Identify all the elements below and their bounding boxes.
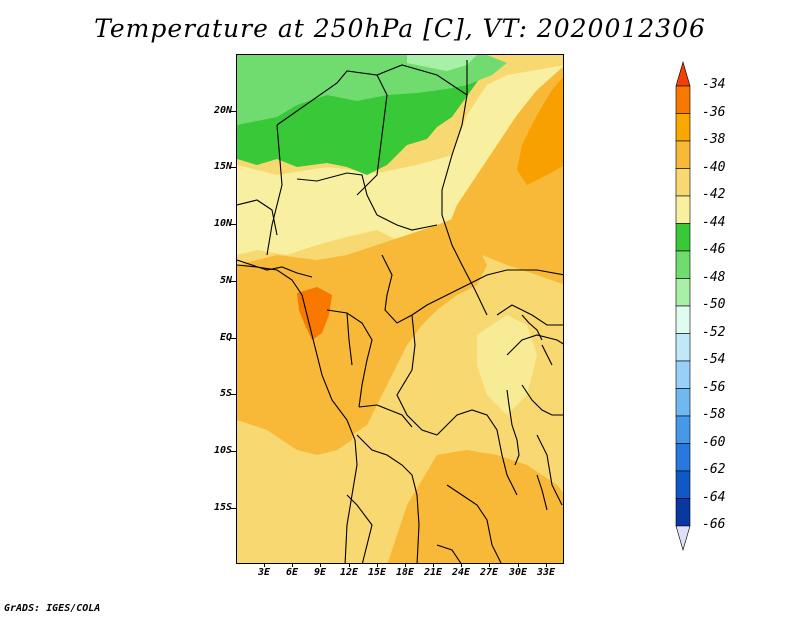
colorbar-label: -44 [702,214,726,230]
colorbar-label: -64 [702,489,726,505]
lon-tick [320,564,321,567]
lon-label-15e: 15E [367,567,387,578]
colorbar-segment [675,415,691,444]
lat-tick [230,281,236,282]
colorbar-label: -48 [702,269,726,285]
lat-label-15n: 15N [213,161,232,172]
lon-tick [264,564,265,567]
colorbar-segment [675,223,691,252]
colorbar-segment [675,470,691,499]
lat-label-10n: 10N [213,218,232,229]
lon-tick [377,564,378,567]
colorbar-arrow-bottom [675,525,691,552]
field-light-green [237,55,507,125]
lon-label-3e: 3E [257,567,271,578]
colorbar-segment [675,333,691,362]
colorbar [675,60,691,552]
colorbar-segment [675,388,691,417]
lat-tick [230,451,236,452]
colorbar-label: -46 [702,242,726,257]
colorbar-segment [675,498,691,527]
lon-label-18e: 18E [395,567,415,578]
lon-label-33e: 33E [536,567,556,578]
lon-tick [405,564,406,567]
colorbar-label: -60 [702,434,726,450]
lat-tick [230,338,236,339]
colorbar-label: -34 [702,77,726,92]
colorbar-segment [675,113,691,142]
colorbar-label: -38 [702,132,726,147]
country-borders [237,60,563,563]
lon-tick [433,564,434,567]
colorbar-label: -40 [702,159,726,175]
colorbar-segment [675,168,691,197]
lat-tick [230,167,236,168]
lon-tick [349,564,350,567]
field-orange-central [237,215,487,435]
temperature-map [236,54,564,564]
grads-credit: GrADS: IGES/COLA [4,603,101,614]
colorbar-label: -54 [702,352,726,367]
field-pale-green [407,55,477,71]
lon-label-6e: 6E [285,567,299,578]
lon-label-21e: 21E [423,567,443,578]
colorbar-label: -66 [702,517,726,532]
colorbar-label: -36 [702,104,726,120]
colorbar-label: -52 [702,324,726,340]
lon-label-9e: 9E [313,567,327,578]
lat-tick [230,111,236,112]
field-orange-southeast [387,450,563,563]
colorbar-segment [675,278,691,307]
lon-label-12e: 12E [339,567,359,578]
field-dark-orange-northeast [517,77,563,185]
lat-label-10s: 10S [213,445,232,456]
lon-tick [489,564,490,567]
colorbar-label: -56 [702,379,726,395]
colorbar-segment [675,85,691,114]
lon-label-30e: 30E [508,567,528,578]
colorbar-segment [675,140,691,169]
lon-tick [461,564,462,567]
lat-label-15s: 15S [213,502,232,513]
field-red-orange [297,287,332,340]
colorbar-label: -62 [702,462,726,477]
lat-label-eq: EQ [219,332,232,343]
colorbar-segment [675,250,691,279]
colorbar-label: -50 [702,297,726,312]
lon-label-27e: 27E [479,567,499,578]
lat-tick [230,508,236,509]
lon-tick [546,564,547,567]
map-title: Temperature at 250hPa [C], VT: 202001230… [94,14,706,43]
colorbar-label: -42 [702,187,726,202]
lat-label-20n: 20N [213,105,232,116]
lon-label-24e: 24E [451,567,471,578]
lat-tick [230,224,236,225]
colorbar-segment [675,305,691,334]
colorbar-arrow-top [675,60,691,87]
lat-label-5n: 5N [219,275,232,286]
lat-tick [230,394,236,395]
lat-label-5s: 5S [219,388,232,399]
field-orange-west [237,275,357,455]
colorbar-segment [675,443,691,472]
lon-tick [292,564,293,567]
lon-tick [518,564,519,567]
colorbar-segment [675,360,691,389]
colorbar-label: -58 [702,407,726,422]
colorbar-segment [675,195,691,224]
